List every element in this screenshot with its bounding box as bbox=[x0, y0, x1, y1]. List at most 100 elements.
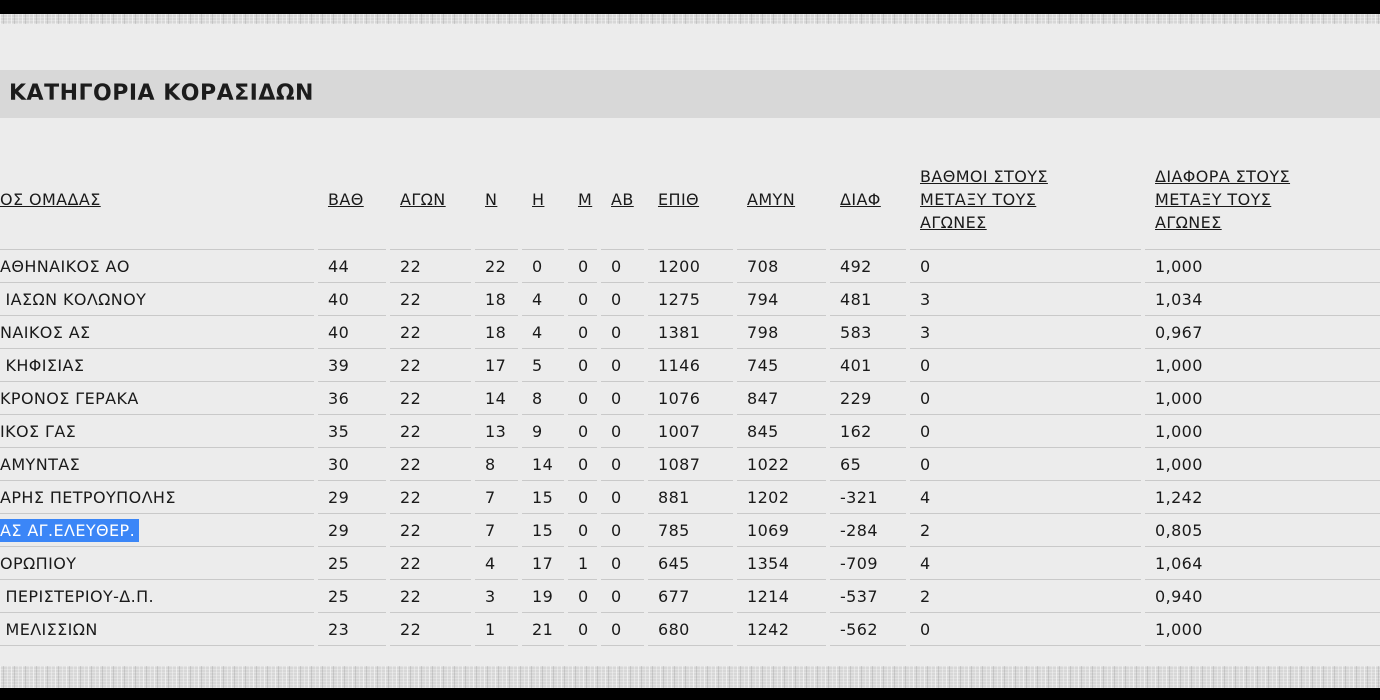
cell-diaf: 583 bbox=[830, 316, 906, 349]
cell-n: 1 bbox=[475, 613, 518, 646]
page-title: ΚΑΤΗΓΟΡΙΑ ΚΟΡΑΣΙΔΩΝ bbox=[9, 81, 314, 106]
cell-m: 0 bbox=[568, 514, 597, 547]
cell-team: ΜΕΛΙΣΣΙΩΝ bbox=[0, 613, 314, 646]
cell-epith: 1087 bbox=[648, 448, 733, 481]
cell-h2h-points: 4 bbox=[910, 547, 1141, 580]
column-header-label[interactable]: Η bbox=[532, 189, 545, 209]
page-content: ΚΑΤΗΓΟΡΙΑ ΚΟΡΑΣΙΔΩΝ ΟΣ ΟΜΑΔΑΣ ΒΑΘ ΑΓΩΝ Ν Η Μ Α… bbox=[0, 24, 1380, 666]
column-header-label[interactable]: ΔΙΑΦ bbox=[840, 189, 881, 209]
column-header-diaf[interactable]: ΔΙΑΦ bbox=[830, 150, 906, 250]
cell-ab: 0 bbox=[601, 316, 644, 349]
column-header-label[interactable]: ΕΠΙΘ bbox=[658, 189, 700, 209]
cell-h2h-points: 0 bbox=[910, 250, 1141, 283]
cell-m: 0 bbox=[568, 382, 597, 415]
cell-ab: 0 bbox=[601, 283, 644, 316]
cell-bath: 25 bbox=[318, 580, 386, 613]
cell-amyn: 794 bbox=[737, 283, 826, 316]
cell-epith: 1275 bbox=[648, 283, 733, 316]
column-header-label[interactable]: Ν bbox=[485, 189, 498, 209]
cell-epith: 677 bbox=[648, 580, 733, 613]
cell-diaf: 401 bbox=[830, 349, 906, 382]
table-row: ΑΜΥΝΤΑΣ 30 22 8 14 0 0 1087 1022 65 0 1,000 bbox=[0, 448, 1380, 481]
cell-ab: 0 bbox=[601, 349, 644, 382]
table-row: ΑΡΗΣ ΠΕΤΡΟΥΠΟΛΗΣ 29 22 7 15 0 0 881 1202 -321 4 1,2… bbox=[0, 481, 1380, 514]
table-row: ΚΡΟΝΟΣ ΓΕΡΑΚΑ 36 22 14 8 0 0 1076 847 229 0 1,000 bbox=[0, 382, 1380, 415]
cell-n: 13 bbox=[475, 415, 518, 448]
cell-ab: 0 bbox=[601, 580, 644, 613]
column-header-label[interactable]: ΒΑΘ bbox=[328, 189, 364, 209]
cell-h2h-diff: 1,000 bbox=[1145, 250, 1380, 283]
cell-m: 0 bbox=[568, 250, 597, 283]
cell-agon: 22 bbox=[390, 547, 471, 580]
cell-h2h-diff: 0,940 bbox=[1145, 580, 1380, 613]
cell-amyn: 745 bbox=[737, 349, 826, 382]
column-header-label[interactable]: Μ bbox=[578, 189, 593, 209]
cell-agon: 22 bbox=[390, 316, 471, 349]
cell-h2h-points: 4 bbox=[910, 481, 1141, 514]
column-header-team[interactable]: ΟΣ ΟΜΑΔΑΣ bbox=[0, 150, 314, 250]
cell-amyn: 1214 bbox=[737, 580, 826, 613]
cell-team: ΑΘΗΝΑΙΚΟΣ ΑΟ bbox=[0, 250, 314, 283]
cell-n: 3 bbox=[475, 580, 518, 613]
column-header-label[interactable]: ΟΣ ΟΜΑΔΑΣ bbox=[0, 189, 101, 209]
column-header-bath[interactable]: ΒΑΘ bbox=[318, 150, 386, 250]
cell-amyn: 798 bbox=[737, 316, 826, 349]
cell-m: 1 bbox=[568, 547, 597, 580]
cell-bath: 23 bbox=[318, 613, 386, 646]
cell-epith: 881 bbox=[648, 481, 733, 514]
cell-n: 7 bbox=[475, 514, 518, 547]
cell-n: 7 bbox=[475, 481, 518, 514]
column-header-agon[interactable]: ΑΓΩΝ bbox=[390, 150, 471, 250]
cell-h2h-points: 0 bbox=[910, 349, 1141, 382]
cell-i: 17 bbox=[522, 547, 564, 580]
cell-h2h-diff: 1,000 bbox=[1145, 448, 1380, 481]
table-row: ΠΕΡΙΣΤΕΡΙΟΥ-Δ.Π. 25 22 3 19 0 0 677 1214 -537 2 0,9… bbox=[0, 580, 1380, 613]
cell-epith: 680 bbox=[648, 613, 733, 646]
column-header-label[interactable]: ΑΓΩΝ bbox=[400, 189, 446, 209]
cell-h2h-diff: 1,000 bbox=[1145, 349, 1380, 382]
cell-n: 8 bbox=[475, 448, 518, 481]
column-header-ab[interactable]: ΑΒ bbox=[601, 150, 644, 250]
cell-h2h-diff: 0,805 bbox=[1145, 514, 1380, 547]
column-header-label[interactable]: ΑΒ bbox=[611, 189, 634, 209]
column-header-amyn[interactable]: ΑΜΥΝ bbox=[737, 150, 826, 250]
column-header-epith[interactable]: ΕΠΙΘ bbox=[648, 150, 733, 250]
cell-h2h-diff: 0,967 bbox=[1145, 316, 1380, 349]
cell-bath: 44 bbox=[318, 250, 386, 283]
cell-bath: 40 bbox=[318, 283, 386, 316]
cell-diaf: -562 bbox=[830, 613, 906, 646]
cell-epith: 1007 bbox=[648, 415, 733, 448]
column-header-i[interactable]: Η bbox=[522, 150, 564, 250]
cell-i: 21 bbox=[522, 613, 564, 646]
cell-h2h-points: 2 bbox=[910, 580, 1141, 613]
cell-diaf: 492 bbox=[830, 250, 906, 283]
column-header-h2h-diff[interactable]: ΔΙΑΦΟΡΑ ΣΤΟΥΣ ΜΕΤΑΞΥ ΤΟΥΣ ΑΓΩΝΕΣ bbox=[1145, 150, 1380, 250]
column-header-label[interactable]: ΑΜΥΝ bbox=[747, 189, 796, 209]
cell-agon: 22 bbox=[390, 283, 471, 316]
cell-agon: 22 bbox=[390, 514, 471, 547]
column-header-h2h-points[interactable]: ΒΑΘΜΟΙ ΣΤΟΥΣ ΜΕΤΑΞΥ ΤΟΥΣ ΑΓΩΝΕΣ bbox=[910, 150, 1141, 250]
cell-agon: 22 bbox=[390, 250, 471, 283]
cell-team: ΝΑΙΚΟΣ ΑΣ bbox=[0, 316, 314, 349]
table-row: ΙΑΣΩΝ ΚΟΛΩΝΟΥ 40 22 18 4 0 0 1275 794 481 3 1,034 bbox=[0, 283, 1380, 316]
cell-m: 0 bbox=[568, 349, 597, 382]
column-header-label[interactable]: ΒΑΘΜΟΙ ΣΤΟΥΣ ΜΕΤΑΞΥ ΤΟΥΣ ΑΓΩΝΕΣ bbox=[920, 166, 1048, 233]
top-spacer bbox=[0, 24, 1380, 70]
cell-h2h-diff: 1,000 bbox=[1145, 382, 1380, 415]
cell-ab: 0 bbox=[601, 250, 644, 283]
cell-i: 5 bbox=[522, 349, 564, 382]
column-header-n[interactable]: Ν bbox=[475, 150, 518, 250]
cell-diaf: -537 bbox=[830, 580, 906, 613]
cell-epith: 645 bbox=[648, 547, 733, 580]
cell-team: ΙΑΣΩΝ ΚΟΛΩΝΟΥ bbox=[0, 283, 314, 316]
cell-epith: 1076 bbox=[648, 382, 733, 415]
column-header-label[interactable]: ΔΙΑΦΟΡΑ ΣΤΟΥΣ ΜΕΤΑΞΥ ΤΟΥΣ ΑΓΩΝΕΣ bbox=[1155, 166, 1291, 233]
cell-h2h-diff: 1,000 bbox=[1145, 613, 1380, 646]
table-row: ΑΘΗΝΑΙΚΟΣ ΑΟ 44 22 22 0 0 0 1200 708 492 0 1,000 bbox=[0, 250, 1380, 283]
cell-bath: 29 bbox=[318, 481, 386, 514]
cell-i: 19 bbox=[522, 580, 564, 613]
column-header-m[interactable]: Μ bbox=[568, 150, 597, 250]
table-row: ΜΕΛΙΣΣΙΩΝ 23 22 1 21 0 0 680 1242 -562 0 1,000 bbox=[0, 613, 1380, 646]
cell-h2h-diff: 1,034 bbox=[1145, 283, 1380, 316]
table-row: ΙΚΟΣ ΓΑΣ 35 22 13 9 0 0 1007 845 162 0 1,000 bbox=[0, 415, 1380, 448]
